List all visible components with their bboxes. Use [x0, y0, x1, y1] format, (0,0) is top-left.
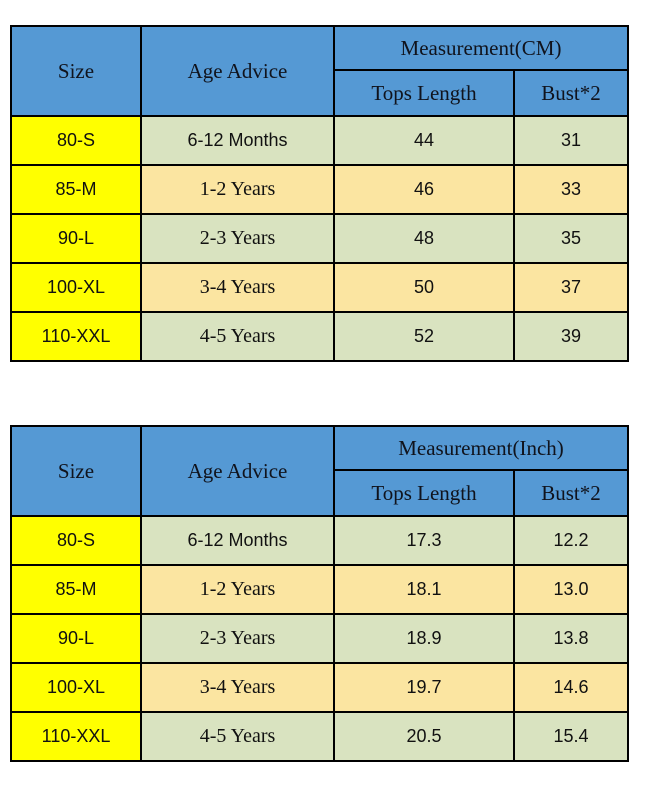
measurement-inch-header: Measurement(Inch)	[333, 425, 629, 471]
age-cell: 6-12 Months	[140, 115, 335, 166]
tops-length-cell: 17.3	[333, 515, 515, 566]
age-advice-header: Age Advice	[140, 25, 335, 117]
bust-cell: 39	[513, 311, 629, 362]
header-row: Size Age Advice Measurement(CM)	[10, 25, 629, 117]
bust-cell: 37	[513, 262, 629, 313]
table-row: 90-L 2-3 Years 48 35	[10, 213, 629, 264]
tops-length-cell: 50	[333, 262, 515, 313]
table-row: 80-S 6-12 Months 17.3 12.2	[10, 515, 629, 566]
tops-length-header: Tops Length	[333, 69, 515, 117]
tops-length-cell: 46	[333, 164, 515, 215]
tops-length-cell: 48	[333, 213, 515, 264]
tops-length-cell: 19.7	[333, 662, 515, 713]
age-cell: 1-2 Years	[140, 564, 335, 615]
age-cell: 2-3 Years	[140, 213, 335, 264]
tops-length-cell: 44	[333, 115, 515, 166]
size-cell: 85-M	[10, 564, 142, 615]
age-cell: 1-2 Years	[140, 164, 335, 215]
size-cell: 110-XXL	[10, 311, 142, 362]
bust-cell: 13.0	[513, 564, 629, 615]
tops-length-cell: 52	[333, 311, 515, 362]
table-row: 110-XXL 4-5 Years 20.5 15.4	[10, 711, 629, 762]
bust-cell: 15.4	[513, 711, 629, 762]
size-cell: 90-L	[10, 213, 142, 264]
size-cell: 80-S	[10, 515, 142, 566]
age-cell: 2-3 Years	[140, 613, 335, 664]
bust-cell: 35	[513, 213, 629, 264]
header-row: Size Age Advice Measurement(Inch)	[10, 425, 629, 517]
sub-header-row: Tops Length Bust*2	[11, 69, 629, 117]
tops-length-cell: 20.5	[333, 711, 515, 762]
age-cell: 3-4 Years	[140, 262, 335, 313]
size-chart-inch-table: Size Age Advice Measurement(Inch) Tops L…	[10, 425, 629, 762]
table-row: 85-M 1-2 Years 46 33	[10, 164, 629, 215]
bust-cell: 33	[513, 164, 629, 215]
size-header: Size	[10, 25, 142, 117]
bust-header: Bust*2	[513, 69, 629, 117]
table-row: 100-XL 3-4 Years 19.7 14.6	[10, 662, 629, 713]
measurement-cm-header: Measurement(CM)	[333, 25, 629, 71]
age-cell: 4-5 Years	[140, 711, 335, 762]
bust-cell: 31	[513, 115, 629, 166]
table-row: 80-S 6-12 Months 44 31	[10, 115, 629, 166]
size-cell: 110-XXL	[10, 711, 142, 762]
bust-cell: 14.6	[513, 662, 629, 713]
size-cell: 100-XL	[10, 262, 142, 313]
size-cell: 80-S	[10, 115, 142, 166]
age-cell: 6-12 Months	[140, 515, 335, 566]
table-row: 90-L 2-3 Years 18.9 13.8	[10, 613, 629, 664]
tops-length-cell: 18.1	[333, 564, 515, 615]
age-advice-header: Age Advice	[140, 425, 335, 517]
bust-cell: 13.8	[513, 613, 629, 664]
size-cell: 85-M	[10, 164, 142, 215]
table-row: 85-M 1-2 Years 18.1 13.0	[10, 564, 629, 615]
tops-length-cell: 18.9	[333, 613, 515, 664]
age-cell: 3-4 Years	[140, 662, 335, 713]
table-row: 100-XL 3-4 Years 50 37	[10, 262, 629, 313]
size-cell: 90-L	[10, 613, 142, 664]
size-header: Size	[10, 425, 142, 517]
sub-header-row: Tops Length Bust*2	[11, 469, 629, 517]
size-cell: 100-XL	[10, 662, 142, 713]
age-cell: 4-5 Years	[140, 311, 335, 362]
table-row: 110-XXL 4-5 Years 52 39	[10, 311, 629, 362]
size-chart-cm-table: Size Age Advice Measurement(CM) Tops Len…	[10, 25, 629, 362]
bust-cell: 12.2	[513, 515, 629, 566]
tops-length-header: Tops Length	[333, 469, 515, 517]
bust-header: Bust*2	[513, 469, 629, 517]
